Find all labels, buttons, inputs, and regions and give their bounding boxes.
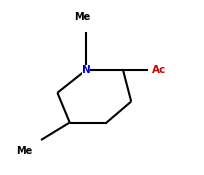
Text: Me: Me <box>16 145 33 156</box>
Text: N: N <box>81 65 90 75</box>
Text: Me: Me <box>73 12 90 23</box>
Text: Ac: Ac <box>151 65 165 75</box>
